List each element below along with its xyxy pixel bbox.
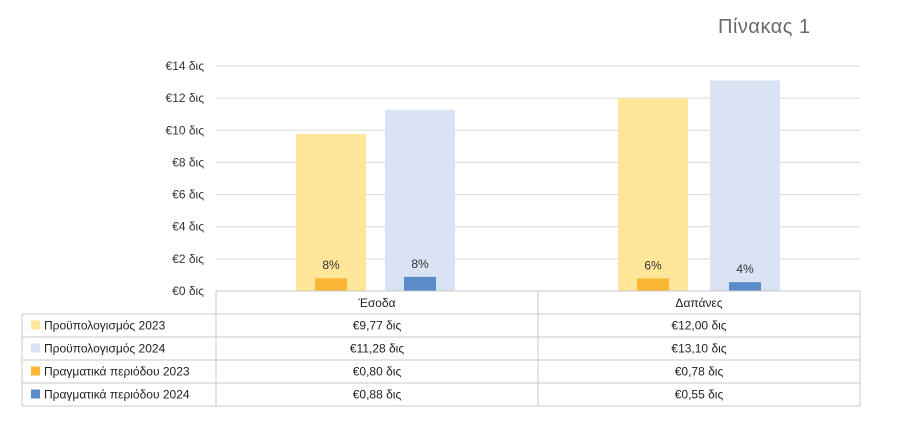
y-tick-label: €10 δις (166, 123, 205, 137)
bar-actual-2023 (315, 278, 347, 291)
data-label: 8% (411, 257, 429, 271)
bar-budget-2024 (710, 80, 780, 291)
y-tick-label: €2 δις (172, 252, 204, 266)
legend-label: Προϋπολογισμός 2023 (44, 319, 166, 333)
bar-actual-2024 (404, 276, 436, 291)
bar-budget-2024 (385, 109, 455, 291)
y-tick-label: €8 δις (172, 155, 204, 169)
bar-budget-2023 (618, 98, 688, 292)
table-cell: €12,00 δις (671, 319, 726, 333)
table-cell: €0,80 δις (353, 365, 402, 379)
legend-swatch (31, 366, 40, 376)
data-label: 6% (644, 258, 662, 272)
y-tick-label: €12 δις (166, 91, 205, 105)
bar-actual-2024 (729, 282, 761, 291)
data-label: 8% (322, 258, 340, 272)
table-cell: €0,78 δις (675, 365, 724, 379)
category-label: Δαπάνες (675, 296, 722, 310)
y-tick-label: €0 δις (172, 284, 204, 298)
legend-swatch (31, 389, 40, 399)
legend-swatch (31, 343, 40, 353)
bar-budget-2023 (296, 133, 366, 291)
table-cell: €11,28 δις (350, 342, 404, 356)
table-cell: €0,88 δις (353, 388, 402, 402)
table-cell: €13,10 δις (671, 342, 726, 356)
legend-swatch (31, 320, 40, 330)
legend-label: Πραγματικά περιόδου 2024 (44, 388, 190, 402)
y-tick-label: €6 δις (172, 188, 204, 202)
y-tick-label: €14 δις (166, 59, 205, 73)
legend-label: Πραγματικά περιόδου 2023 (44, 365, 190, 379)
table-cell: €0,55 δις (675, 388, 724, 402)
y-tick-label: €4 δις (172, 220, 204, 234)
chart-title: Πίνακας 1 (718, 16, 811, 38)
table-cell: €9,77 δις (353, 319, 402, 333)
data-label: 4% (736, 262, 754, 276)
category-label: Έσοδα (357, 296, 395, 310)
legend-label: Προϋπολογισμός 2024 (44, 342, 166, 356)
bar-actual-2023 (637, 278, 669, 291)
